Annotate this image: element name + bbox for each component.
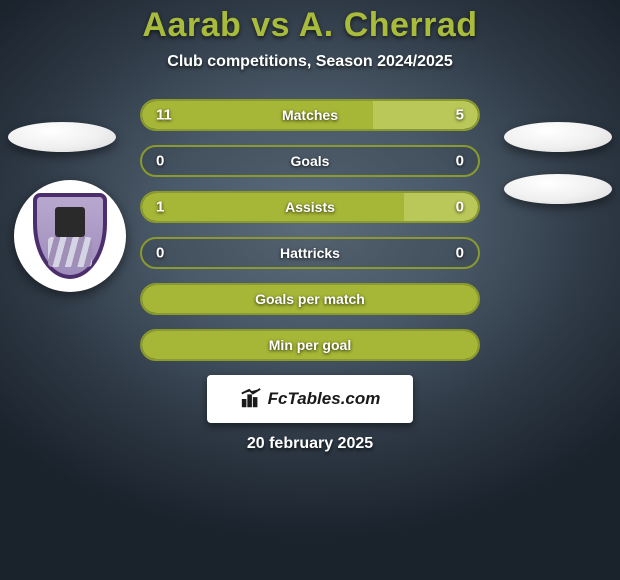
bar-value-right: 0 [456, 245, 464, 262]
bar-fill-left [142, 285, 478, 313]
content-wrapper: Aarab vs A. Cherrad Club competitions, S… [0, 0, 620, 453]
bar-fill-right [404, 193, 478, 221]
snapshot-date: 20 february 2025 [0, 435, 620, 453]
bar-value-left: 11 [156, 107, 172, 124]
player-right-slot-2 [504, 174, 612, 204]
stat-bar: Goals per match [140, 283, 480, 315]
brand-text: FcTables.com [268, 389, 381, 409]
bar-value-right: 5 [456, 107, 464, 124]
club-badge [14, 180, 126, 292]
bar-value-left: 1 [156, 199, 164, 216]
comparison-subtitle: Club competitions, Season 2024/2025 [0, 53, 620, 71]
stat-bar: 0 0Goals [140, 145, 480, 177]
stat-bar: 0 0Hattricks [140, 237, 480, 269]
bar-fill-left [142, 101, 373, 129]
brand-chart-icon [240, 388, 262, 410]
bar-label: Goals [142, 153, 478, 169]
bar-value-left: 0 [156, 153, 164, 170]
stat-bar: Min per goal [140, 329, 480, 361]
player-right-slot-1 [504, 122, 612, 152]
bar-value-right: 0 [456, 153, 464, 170]
comparison-title: Aarab vs A. Cherrad [0, 6, 620, 45]
stat-bar: 10Assists [140, 191, 480, 223]
bar-fill-left [142, 331, 478, 359]
bar-fill-left [142, 193, 404, 221]
stats-bars: 115Matches00Goals10Assists00HattricksGoa… [140, 99, 480, 361]
shield-icon [33, 193, 107, 279]
bar-value-right: 0 [456, 199, 464, 216]
bar-label: Hattricks [142, 245, 478, 261]
player-left-slot [8, 122, 116, 152]
bar-value-left: 0 [156, 245, 164, 262]
brand-box: FcTables.com [207, 375, 413, 423]
stat-bar: 115Matches [140, 99, 480, 131]
